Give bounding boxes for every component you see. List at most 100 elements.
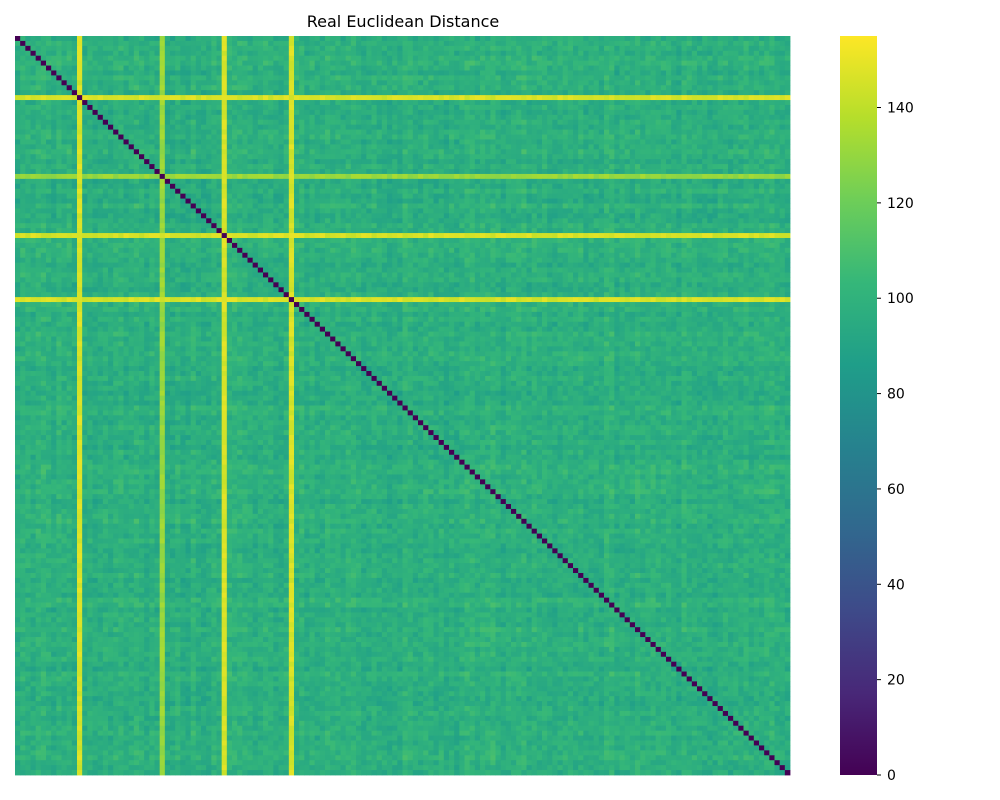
- heatmap-cell: [226, 169, 233, 175]
- heatmap-cell: [702, 70, 708, 76]
- heatmap-cell: [712, 104, 719, 111]
- heatmap-cell: [299, 169, 305, 175]
- heatmap-cell: [371, 50, 378, 57]
- heatmap-cell: [547, 188, 553, 195]
- heatmap-cell: [278, 119, 285, 126]
- heatmap-cell: [650, 169, 657, 175]
- heatmap-cell: [676, 36, 682, 42]
- heatmap-cell: [128, 60, 135, 66]
- heatmap-cell: [738, 129, 744, 135]
- heatmap-cell: [578, 129, 584, 135]
- heatmap-cell: [25, 65, 31, 71]
- heatmap-cell: [102, 134, 109, 140]
- heatmap-cell: [702, 154, 708, 160]
- heatmap-cell: [304, 45, 310, 52]
- heatmap-cell: [20, 144, 26, 150]
- heatmap-cell: [92, 178, 99, 185]
- heatmap-cell: [697, 75, 703, 81]
- heatmap-cell: [356, 75, 362, 81]
- heatmap-cell: [376, 144, 383, 150]
- heatmap-cell: [201, 188, 207, 195]
- heatmap-cell: [536, 40, 543, 47]
- heatmap-cell: [764, 36, 770, 42]
- heatmap-cell: [206, 55, 212, 62]
- heatmap-cell: [66, 144, 73, 150]
- heatmap-cell: [578, 119, 584, 126]
- heatmap-cell: [108, 159, 114, 165]
- heatmap-cell: [118, 65, 124, 71]
- heatmap-cell: [66, 139, 73, 145]
- heatmap-cell: [247, 85, 254, 91]
- heatmap-cell: [764, 114, 770, 121]
- heatmap-cell: [655, 159, 662, 165]
- heatmap-cell: [40, 104, 47, 111]
- heatmap-cell: [660, 173, 667, 180]
- heatmap-cell: [20, 100, 26, 106]
- heatmap-cell: [350, 193, 357, 199]
- heatmap-cell: [257, 119, 264, 126]
- heatmap-cell: [423, 40, 429, 47]
- heatmap-cell: [511, 188, 517, 195]
- heatmap-cell: [350, 149, 357, 155]
- heatmap-cell: [531, 149, 538, 155]
- heatmap-cell: [304, 36, 310, 42]
- heatmap-cell: [733, 178, 739, 185]
- heatmap-cell: [56, 159, 62, 165]
- heatmap-cell: [221, 85, 228, 91]
- heatmap-cell: [552, 119, 558, 126]
- heatmap-cell: [474, 45, 481, 52]
- heatmap-cell: [356, 188, 362, 195]
- heatmap-cell: [366, 80, 372, 86]
- heatmap-cell: [598, 45, 605, 52]
- heatmap-cell: [552, 154, 558, 160]
- heatmap-cell: [748, 159, 755, 165]
- heatmap-cell: [46, 124, 52, 131]
- heatmap-cell: [521, 159, 527, 165]
- heatmap-cell: [164, 36, 171, 42]
- heatmap-cell: [650, 173, 657, 180]
- heatmap-cell: [588, 124, 595, 131]
- heatmap-cell: [573, 75, 579, 81]
- heatmap-cell: [423, 45, 429, 52]
- heatmap-cell: [536, 80, 543, 86]
- heatmap-cell: [345, 114, 352, 121]
- heatmap-cell: [542, 124, 548, 131]
- heatmap-cell: [423, 178, 429, 185]
- heatmap-cell: [366, 70, 372, 76]
- heatmap-cell: [629, 90, 636, 96]
- heatmap-cell: [77, 119, 83, 126]
- heatmap-cell: [624, 164, 631, 170]
- heatmap-cell: [702, 124, 708, 131]
- heatmap-cell: [164, 114, 171, 121]
- heatmap-cell: [511, 149, 517, 155]
- heatmap-cell: [531, 169, 538, 175]
- heatmap-cell: [557, 134, 564, 140]
- heatmap-cell: [56, 55, 62, 62]
- heatmap-cell: [459, 178, 465, 185]
- heatmap-cell: [118, 55, 124, 62]
- heatmap-cell: [774, 95, 781, 101]
- heatmap-cell: [407, 36, 414, 42]
- heatmap-cell: [490, 100, 496, 106]
- heatmap-cell: [609, 50, 615, 57]
- heatmap-cell: [299, 55, 305, 62]
- heatmap-cell: [671, 90, 677, 96]
- heatmap-cell: [361, 36, 367, 42]
- heatmap-cell: [133, 100, 140, 106]
- heatmap-cell: [521, 188, 527, 195]
- heatmap-cell: [221, 144, 228, 150]
- heatmap-cell: [123, 80, 130, 86]
- heatmap-cell: [578, 144, 584, 150]
- heatmap-cell: [733, 144, 739, 150]
- heatmap-cell: [722, 188, 729, 195]
- heatmap-cell: [376, 154, 383, 160]
- heatmap-cell: [397, 144, 403, 150]
- heatmap-cell: [552, 134, 558, 140]
- heatmap-cell: [185, 50, 192, 57]
- heatmap-cell: [35, 36, 42, 42]
- heatmap-cell: [356, 40, 362, 47]
- heatmap-cell: [619, 85, 626, 91]
- heatmap-cell: [712, 178, 719, 185]
- heatmap-cell: [237, 80, 243, 86]
- heatmap-cell: [567, 85, 574, 91]
